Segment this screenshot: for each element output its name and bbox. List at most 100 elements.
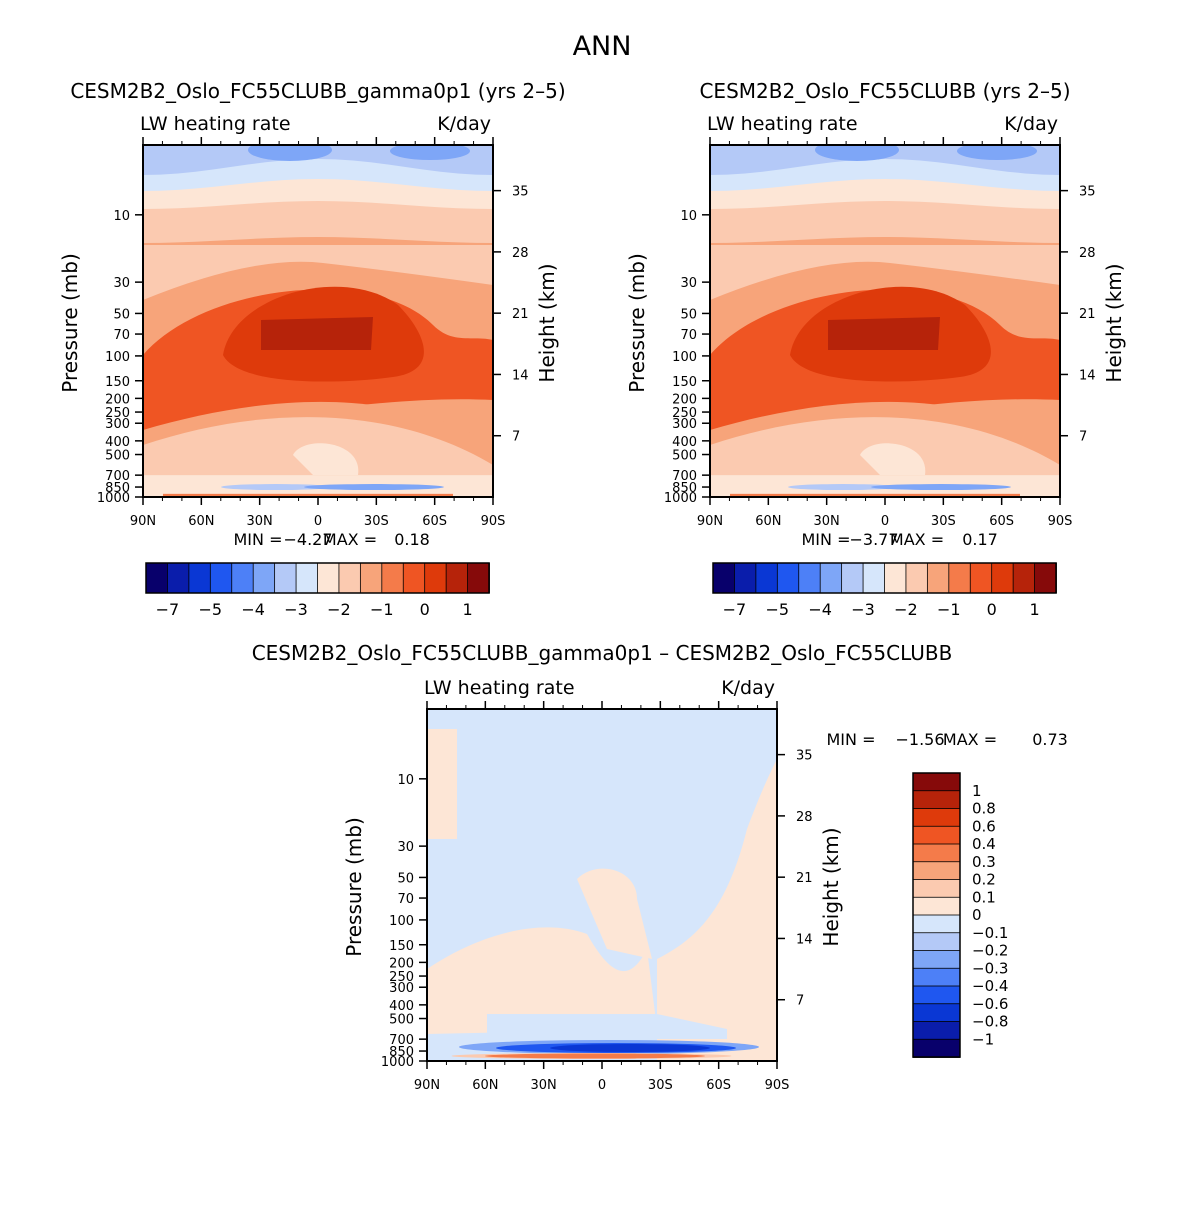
max-label: MAX = [890,530,944,549]
colorbar-swatch [912,843,961,863]
colorbar-swatch [274,562,297,594]
y-tick-label: 200 [389,956,414,971]
colorbar-swatch [912,1038,961,1058]
x-tick-label: 30S [931,514,956,529]
colorbar-swatch [1034,562,1057,594]
y-tick-label: 200 [105,392,130,407]
colorbar-label: −0.3 [972,959,1008,977]
y-tick-label: 30 [113,276,130,291]
y-right-tick-label: 21 [1079,307,1096,322]
panel-title: CESM2B2_Oslo_FC55CLUBB (yrs 2–5) [699,79,1070,103]
x-tick-label: 90N [697,514,723,529]
max-value: 0.18 [394,530,430,549]
y-tick-label: 30 [680,276,697,291]
contour-band [957,145,1037,160]
x-tick-label: 0 [598,1078,606,1093]
contour-band [550,1044,710,1052]
x-tick-label: 60S [989,514,1014,529]
colorbar-swatch [295,562,319,594]
contour-band [815,145,899,161]
figure-title: ANN [573,31,632,62]
colorbar-label: −5 [766,600,790,619]
colorbar-label: −1 [370,600,394,619]
contour-band [828,317,940,350]
y-right-tick-label: 14 [1079,368,1096,383]
colorbar-label: −3 [851,600,875,619]
colorbar-swatch [798,562,822,594]
y-tick-label: 50 [397,871,414,886]
x-tick-label: 60N [188,514,214,529]
contour-field [143,145,493,497]
y-tick-label: 250 [105,406,130,421]
chart-panel-top-left: CESM2B2_Oslo_FC55CLUBB_gamma0p1 (yrs 2–5… [58,79,566,619]
y-right-tick-label: 35 [796,749,813,764]
colorbar-label: −7 [723,600,747,619]
variable-label: LW heating rate [424,677,575,699]
min-label: MIN = [234,530,283,549]
chart-panel-bottom: CESM2B2_Oslo_FC55CLUBB_gamma0p1 – CESM2B… [252,641,1068,1093]
contour-band [221,484,331,491]
y-tick-label: 700 [672,469,697,484]
colorbar-swatch [926,562,950,594]
colorbar-frame [145,562,490,594]
colorbar-swatch [912,967,961,987]
colorbar-label: 0.1 [972,888,996,906]
colorbar-swatch [912,879,961,899]
contour-band [304,484,444,491]
min-value: −3.77 [849,530,898,549]
y-tick-label: 850 [105,481,130,496]
y-tick-label: 70 [113,328,130,343]
colorbar-label: −1 [937,600,961,619]
y-tick-label: 300 [672,417,697,432]
colorbar-swatch [912,896,961,916]
colorbar: 10.80.60.40.30.20.10−0.1−0.2−0.3−0.4−0.6… [912,772,1008,1058]
units-label: K/day [721,677,775,699]
y-right-tick-label: 7 [512,430,520,445]
y-right-tick-label: 21 [512,307,529,322]
contour-band [871,484,1011,491]
colorbar: −7 −5 −4 −3 −2 −1 0 1 [145,562,490,619]
panel-title: CESM2B2_Oslo_FC55CLUBB_gamma0p1 (yrs 2–5… [70,79,565,103]
y-tick-label: 100 [105,350,130,365]
y-tick-label: 1000 [381,1055,414,1070]
colorbar-label: −0.6 [972,995,1008,1013]
max-label: MAX = [323,530,377,549]
colorbar-frame [712,562,1057,594]
contour-band [163,493,453,497]
colorbar-swatch [381,562,405,594]
min-value: −1.56 [895,730,944,749]
colorbar-label: 0 [420,600,430,619]
x-tick-label: 30N [531,1078,557,1093]
colorbar-swatch [912,932,961,952]
contour-band [657,759,777,1061]
contour-field [710,145,1060,497]
x-tick-label: 90S [765,1078,790,1093]
min-label: MIN = [802,530,851,549]
y-tick-label: 250 [672,406,697,421]
colorbar-swatch [467,562,490,594]
x-tick-label: 60N [472,1078,498,1093]
colorbar-swatch [188,562,212,594]
variable-label: LW heating rate [707,113,858,135]
colorbar-label: −5 [199,600,223,619]
x-tick-label: 90S [481,514,506,529]
y-tick-label: 150 [672,375,697,390]
y-tick-label: 300 [105,417,130,432]
colorbar-swatch [424,562,448,594]
colorbar-swatch [905,562,929,594]
contour-band [577,868,652,959]
y-tick-label: 250 [389,970,414,985]
y-right-axis-label: Height (km) [1102,263,1126,382]
panels: CESM2B2_Oslo_FC55CLUBB_gamma0p1 (yrs 2–5… [58,79,1126,1093]
y-right-tick-label: 7 [796,994,804,1009]
colorbar-label: −1 [972,1030,994,1048]
colorbar-label: −0.4 [972,977,1008,995]
y-tick-label: 300 [389,981,414,996]
colorbar-swatch [912,950,961,970]
x-tick-label: 90N [414,1078,440,1093]
colorbar-label: 0.6 [972,817,996,835]
y-tick-label: 10 [397,773,414,788]
y-right-axis-label: Height (km) [819,827,843,946]
colorbar-label: 0 [972,906,982,924]
colorbar-swatch [402,562,426,594]
